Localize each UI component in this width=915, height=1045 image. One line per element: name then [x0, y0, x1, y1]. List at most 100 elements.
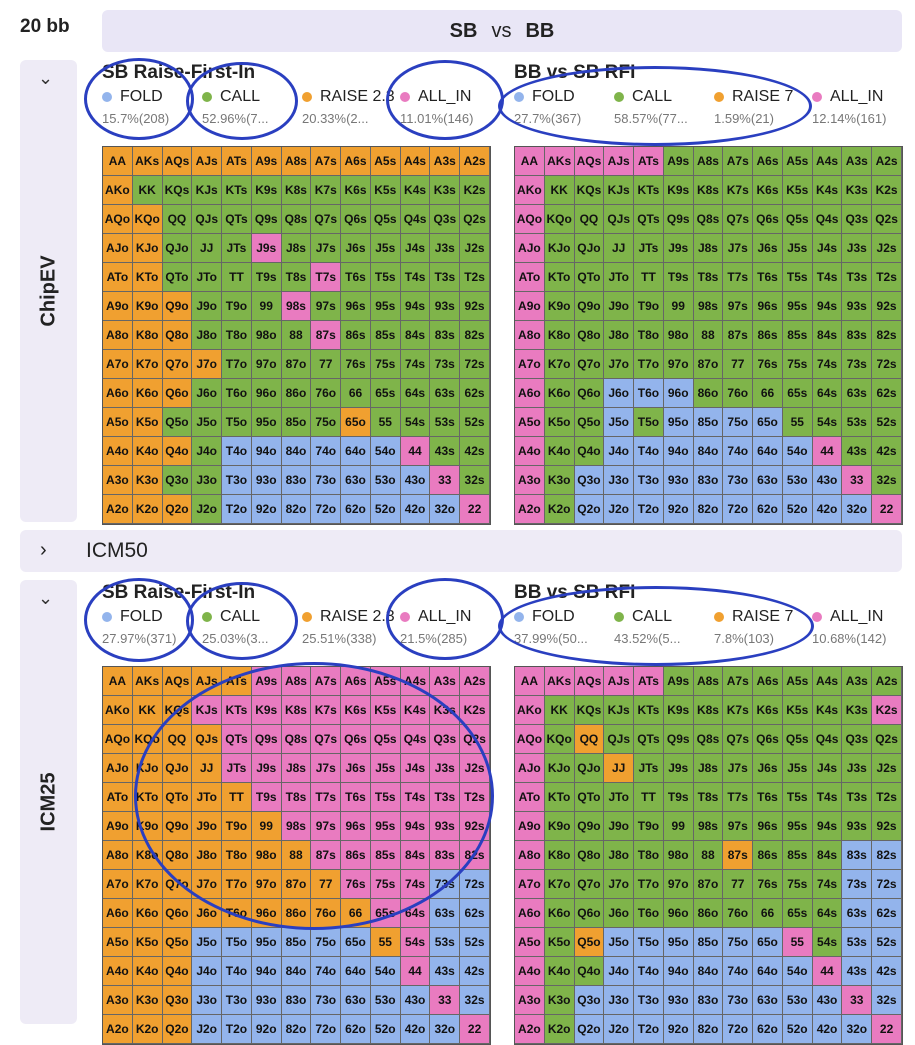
hand-cell[interactable]: 43s [430, 957, 461, 986]
hand-cell[interactable]: 82o [281, 1015, 312, 1044]
hand-cell[interactable]: 88 [281, 841, 312, 870]
hand-cell[interactable]: Q7o [574, 350, 605, 379]
hand-cell[interactable]: AA [103, 667, 133, 696]
hand-cell[interactable]: 22 [460, 495, 490, 524]
hand-cell[interactable]: T6o [222, 379, 252, 408]
hand-cell[interactable]: T5s [370, 263, 401, 292]
hand-cell[interactable]: 75s [370, 350, 401, 379]
hand-cell[interactable]: T9s [663, 783, 694, 812]
hand-cell[interactable]: Q3o [162, 986, 193, 1015]
hand-cell[interactable]: ATs [634, 667, 664, 696]
hand-cell[interactable]: T7s [723, 783, 754, 812]
hand-cell[interactable]: 53s [430, 408, 461, 437]
hand-cell[interactable]: 95s [370, 292, 401, 321]
hand-cell[interactable]: K5o [544, 408, 575, 437]
hand-cell[interactable]: TT [222, 263, 252, 292]
hand-cell[interactable]: 33 [842, 466, 873, 495]
hand-cell[interactable]: QJs [604, 205, 635, 234]
hand-cell[interactable]: 73s [430, 350, 461, 379]
hand-cell[interactable]: A5o [515, 408, 545, 437]
hand-cell[interactable]: 86s [341, 841, 371, 870]
hand-cell[interactable]: 99 [251, 812, 282, 841]
hand-cell[interactable]: 72o [311, 495, 342, 524]
hand-cell[interactable]: 87o [693, 870, 724, 899]
hand-cell[interactable]: QTo [162, 263, 193, 292]
hand-cell[interactable]: 87o [693, 350, 724, 379]
hand-cell[interactable]: A6o [103, 899, 133, 928]
hand-cell[interactable]: J8o [192, 321, 223, 350]
hand-cell[interactable]: 82s [460, 841, 490, 870]
hand-cell[interactable]: K7o [544, 350, 575, 379]
hand-cell[interactable]: A8s [281, 147, 312, 176]
hand-cell[interactable]: 32o [430, 495, 461, 524]
hand-cell[interactable]: 55 [782, 408, 813, 437]
hand-cell[interactable]: 82s [872, 841, 902, 870]
hand-cell[interactable]: 82o [281, 495, 312, 524]
hand-cell[interactable]: T3s [842, 263, 873, 292]
hand-cell[interactable]: K4o [132, 957, 163, 986]
hand-cell[interactable]: 96o [663, 379, 694, 408]
hand-cell[interactable]: J3o [192, 466, 223, 495]
hand-cell[interactable]: J3s [842, 754, 873, 783]
hand-cell[interactable]: Q3s [842, 205, 873, 234]
hand-cell[interactable]: J3o [192, 986, 223, 1015]
hand-cell[interactable]: ATo [515, 783, 545, 812]
hand-cell[interactable]: 94o [663, 437, 694, 466]
hand-cell[interactable]: 94s [812, 812, 843, 841]
hand-cell[interactable]: T4o [222, 437, 252, 466]
hand-cell[interactable]: A9s [663, 147, 694, 176]
hand-cell[interactable]: QTs [634, 725, 664, 754]
hand-cell[interactable]: 32o [842, 1015, 873, 1044]
hand-cell[interactable]: A8s [693, 147, 724, 176]
hand-cell[interactable]: JJ [604, 754, 635, 783]
hand-cell[interactable]: T8s [693, 783, 724, 812]
hand-cell[interactable]: 86s [753, 841, 783, 870]
hand-cell[interactable]: 95o [663, 408, 694, 437]
hand-cell[interactable]: T6s [753, 783, 783, 812]
hand-cell[interactable]: 97o [251, 350, 282, 379]
hand-cell[interactable]: J5s [782, 754, 813, 783]
hand-cell[interactable]: JTs [634, 754, 664, 783]
hand-cell[interactable]: A5o [515, 928, 545, 957]
hand-cell[interactable]: AA [515, 667, 545, 696]
hand-cell[interactable]: 42s [872, 957, 902, 986]
hand-cell[interactable]: T5o [634, 408, 664, 437]
hand-cell[interactable]: AJs [604, 147, 635, 176]
hand-cell[interactable]: QJo [162, 234, 193, 263]
hand-cell[interactable]: 82o [693, 495, 724, 524]
hand-cell[interactable]: A2o [103, 1015, 133, 1044]
hand-cell[interactable]: 53s [842, 928, 873, 957]
hand-cell[interactable]: JTs [222, 754, 252, 783]
section-toggle-icm50[interactable]: › ICM50 [20, 530, 902, 572]
hand-cell[interactable]: T2o [222, 1015, 252, 1044]
hand-cell[interactable]: 54s [400, 928, 431, 957]
hand-cell[interactable]: AKo [103, 176, 133, 205]
hand-cell[interactable]: K6o [132, 379, 163, 408]
hand-cell[interactable]: J9o [604, 292, 635, 321]
hand-cell[interactable]: K5s [782, 696, 813, 725]
hand-cell[interactable]: KK [544, 176, 575, 205]
hand-cell[interactable]: J4s [812, 754, 843, 783]
hand-cell[interactable]: 75o [723, 408, 754, 437]
hand-cell[interactable]: K2o [544, 495, 575, 524]
hand-cell[interactable]: Q7s [311, 725, 342, 754]
hand-cell[interactable]: 88 [693, 321, 724, 350]
hand-cell[interactable]: 73s [842, 350, 873, 379]
hand-cell[interactable]: 63s [842, 899, 873, 928]
hand-cell[interactable]: AKo [515, 696, 545, 725]
hand-cell[interactable]: J4o [192, 957, 223, 986]
hand-cell[interactable]: J5s [782, 234, 813, 263]
hand-cell[interactable]: 62s [872, 379, 902, 408]
hand-cell[interactable]: J6o [604, 899, 635, 928]
hand-cell[interactable]: T2s [872, 783, 902, 812]
hand-cell[interactable]: AKs [544, 667, 575, 696]
hand-cell[interactable]: T3s [430, 783, 461, 812]
hand-cell[interactable]: 73s [430, 870, 461, 899]
hand-cell[interactable]: A8s [281, 667, 312, 696]
hand-cell[interactable]: 97s [311, 292, 342, 321]
hand-cell[interactable]: Q9o [574, 292, 605, 321]
hand-cell[interactable]: J7o [192, 350, 223, 379]
hand-cell[interactable]: 75s [782, 350, 813, 379]
hand-cell[interactable]: A7o [515, 350, 545, 379]
hand-cell[interactable]: 83o [281, 986, 312, 1015]
